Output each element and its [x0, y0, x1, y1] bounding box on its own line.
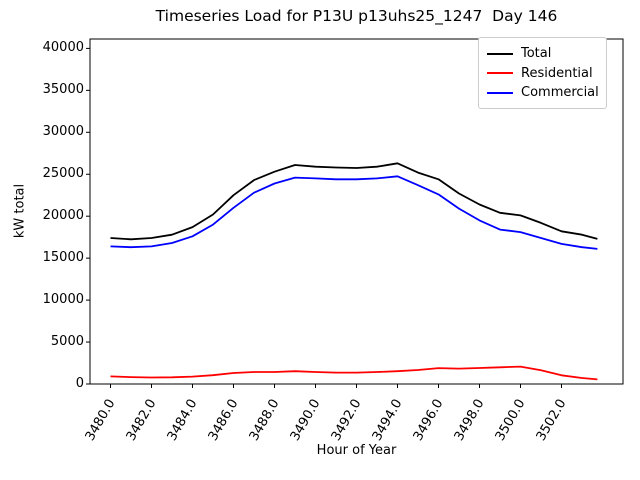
x-axis-label: Hour of Year	[316, 443, 397, 458]
legend-entry-total: Total	[487, 45, 598, 62]
y-tick-label: 25000	[42, 166, 84, 182]
residential-line-swatch	[487, 72, 513, 74]
y-tick-label: 35000	[42, 82, 84, 98]
y-tick-label: 10000	[42, 292, 84, 308]
y-tick-label: 5000	[50, 334, 84, 350]
legend: Total Residential Commercial	[478, 37, 607, 109]
legend-entry-residential: Residential	[487, 65, 598, 82]
legend-entry-commercial: Commercial	[487, 84, 599, 101]
series-line-residential	[110, 365, 598, 381]
y-tick-label: 40000	[42, 40, 84, 56]
legend-label-total: Total	[521, 46, 552, 61]
series-line-total	[110, 162, 598, 241]
y-tick-label: 30000	[42, 124, 84, 140]
commercial-line-swatch	[487, 91, 513, 94]
chart-title: Timeseries Load for P13U p13uhs25_1247 D…	[155, 7, 558, 25]
series-line-commercial	[110, 175, 598, 250]
total-line-swatch	[487, 52, 513, 55]
y-tick-label: 15000	[42, 250, 84, 266]
legend-label-commercial: Commercial	[521, 85, 599, 100]
y-tick-label: 0	[75, 376, 84, 391]
legend-label-residential: Residential	[521, 65, 593, 81]
y-tick-label: 20000	[42, 208, 84, 224]
